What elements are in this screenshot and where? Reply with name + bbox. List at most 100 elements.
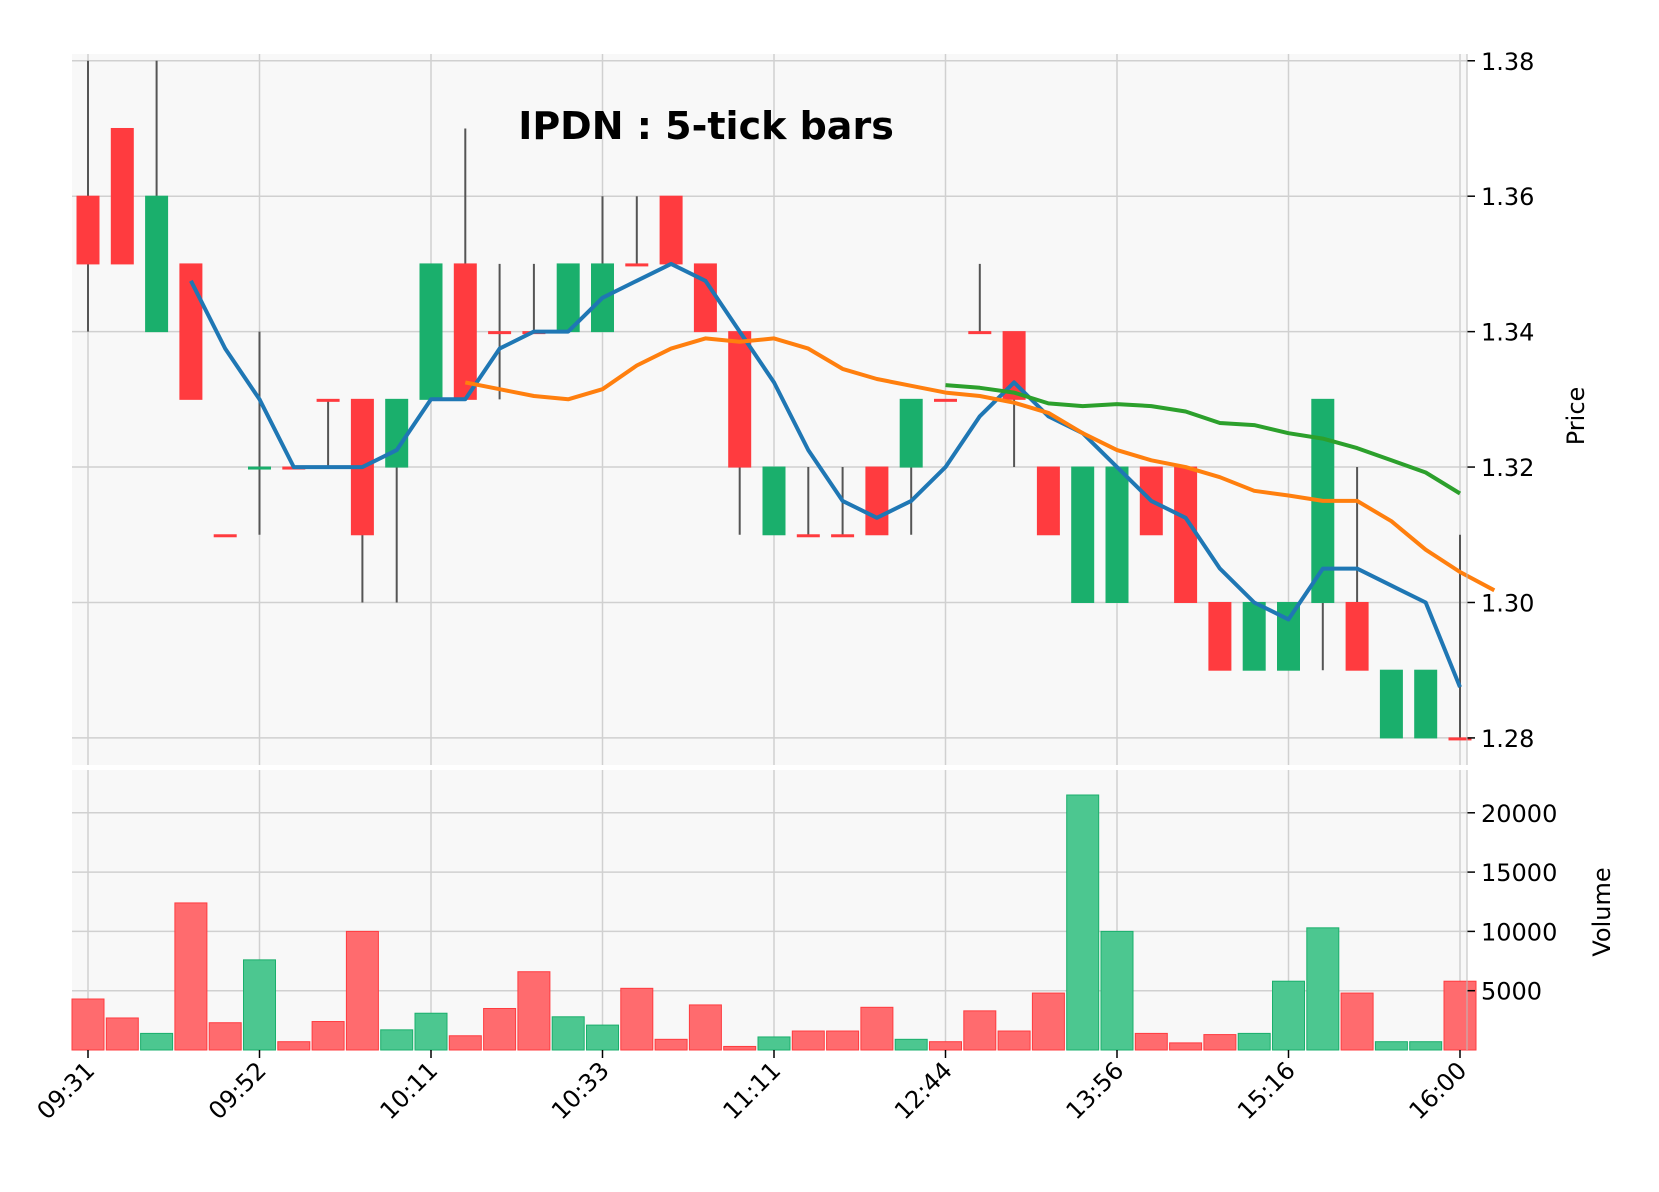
x-tick-label: 09:31 [32, 1056, 101, 1125]
volume-axis-title: Volume [1588, 867, 1616, 956]
candle-body [453, 263, 477, 400]
candle-body [488, 331, 512, 335]
volume-bar [1100, 930, 1134, 1051]
candle-body [831, 534, 855, 538]
candle-body [762, 466, 786, 536]
candle-body [419, 263, 443, 400]
volume-bar [1066, 794, 1100, 1051]
volume-bar [1272, 980, 1305, 1051]
price-tick-label: 1.30 [1481, 589, 1534, 617]
candle-body [659, 195, 683, 265]
candle-body [1242, 601, 1266, 671]
volume-tick-label: 10000 [1481, 918, 1557, 946]
volume-bar [140, 1032, 174, 1051]
volume-bar [929, 1041, 962, 1051]
candle-body [145, 195, 169, 333]
candle-body [213, 534, 237, 538]
volume-bar [860, 1006, 894, 1051]
candle-body [1036, 466, 1060, 536]
volume-bar [105, 1017, 139, 1051]
volume-bar [517, 971, 551, 1051]
volume-bar [380, 1029, 414, 1051]
volume-bar [1169, 1042, 1203, 1051]
volume-bar [71, 998, 105, 1051]
x-tick-label: 11:11 [718, 1056, 787, 1125]
candle-body [76, 195, 100, 265]
volume-bar [277, 1041, 311, 1051]
volume-bar [963, 1010, 997, 1051]
candle-body [728, 331, 752, 468]
moving-averages [189, 261, 1496, 688]
ma-short-line [189, 261, 1462, 688]
price-panel [72, 54, 1467, 765]
candle-body [693, 263, 717, 333]
candle-body [865, 466, 889, 536]
candle-body [1002, 331, 1026, 400]
candle-body [1174, 466, 1198, 603]
x-tick-label: 09:52 [203, 1056, 272, 1125]
x-tick-label: 15:16 [1232, 1056, 1301, 1125]
candle-body [1345, 601, 1369, 671]
candle-body [385, 398, 409, 468]
price-tick-label: 1.28 [1481, 725, 1534, 753]
candle-body [625, 263, 649, 267]
candle-body [899, 398, 923, 468]
volume-bar [1203, 1034, 1237, 1051]
price-tick-label: 1.32 [1481, 454, 1534, 482]
price-tick-label: 1.34 [1481, 319, 1534, 347]
candle-body [1379, 669, 1403, 739]
volume-bar [723, 1045, 757, 1051]
volume-tick-label: 15000 [1481, 859, 1557, 887]
price-tick-label: 1.36 [1481, 183, 1534, 211]
volume-bar [243, 959, 276, 1051]
chart-title: IPDN : 5-tick bars [518, 104, 894, 148]
volume-bar [586, 1024, 619, 1051]
candle-body [1105, 466, 1129, 603]
ma-long-line [945, 383, 1462, 496]
x-tick-label: 16:00 [1404, 1056, 1473, 1125]
volume-bar [311, 1021, 345, 1051]
volume-panel [72, 770, 1467, 1050]
candle-body [1277, 601, 1300, 671]
volume-bars [71, 794, 1477, 1051]
volume-bar [894, 1038, 928, 1051]
volume-bar [414, 1012, 448, 1051]
x-tick-label: 10:11 [375, 1056, 444, 1125]
volume-bar [1374, 1041, 1408, 1051]
candle-body [1414, 669, 1438, 739]
volume-tick-label: 20000 [1481, 800, 1557, 828]
volume-bar [826, 1030, 860, 1051]
volume-bar [208, 1022, 242, 1051]
candle-body [248, 466, 271, 470]
volume-bar [757, 1036, 791, 1051]
price-axis-title: Price [1562, 387, 1590, 446]
volume-bar [1409, 1041, 1443, 1051]
candle-body [934, 398, 957, 402]
candle-body [1208, 601, 1232, 671]
x-tick-label: 12:44 [889, 1056, 958, 1125]
volume-bar [688, 1004, 722, 1051]
x-tick-label: 10:33 [546, 1056, 615, 1125]
volume-bar [1340, 992, 1374, 1051]
candle-body [796, 534, 820, 538]
volume-bar [620, 987, 654, 1051]
candle-body [1448, 737, 1472, 741]
volume-bar [551, 1016, 585, 1051]
volume-bar [448, 1035, 482, 1051]
volume-bar [654, 1038, 688, 1051]
volume-tick-label: 5000 [1481, 978, 1542, 1006]
volume-bar [1443, 980, 1477, 1051]
candle-body [968, 331, 992, 335]
volume-bar [1237, 1032, 1271, 1051]
x-tick-label: 13:56 [1061, 1056, 1130, 1125]
volume-bar [345, 930, 379, 1051]
volume-bar [791, 1030, 825, 1051]
volume-bar [174, 902, 208, 1051]
candle-body [316, 398, 340, 402]
volume-bar [1134, 1032, 1168, 1051]
volume-bar [1306, 927, 1340, 1051]
volume-bar [997, 1030, 1031, 1051]
price-tick-label: 1.38 [1481, 48, 1534, 76]
ma-mid-line [464, 336, 1496, 593]
